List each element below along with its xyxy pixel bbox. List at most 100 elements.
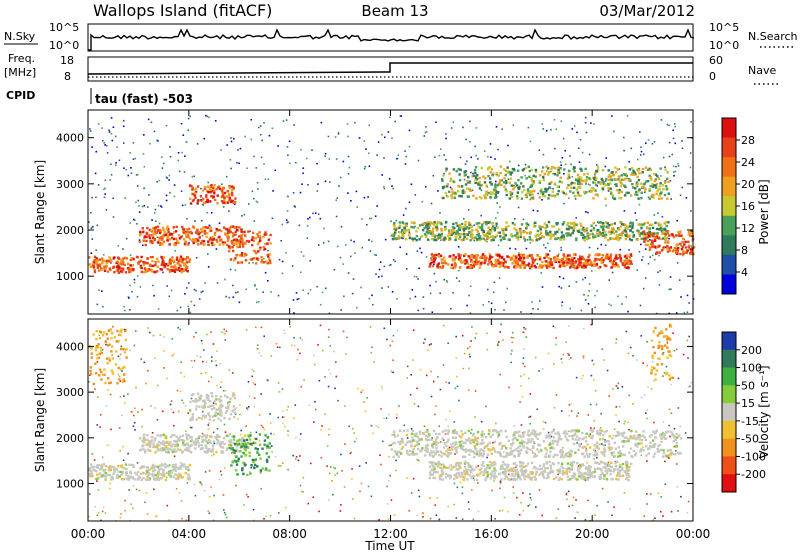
echo-cell — [649, 176, 652, 179]
echo-cell — [177, 437, 180, 440]
echo-cell — [136, 185, 139, 187]
echo-cell — [666, 123, 669, 126]
echo-cell — [541, 286, 544, 288]
echo-cell — [578, 161, 581, 163]
echo-cell — [650, 388, 653, 390]
echo-cell — [156, 465, 159, 468]
echo-cell — [661, 232, 664, 235]
echo-cell — [487, 230, 490, 233]
echo-cell — [257, 241, 261, 244]
echo-cell — [460, 185, 464, 188]
echo-cell — [193, 336, 195, 338]
echo-cell — [180, 361, 183, 363]
echo-cell — [478, 256, 482, 260]
echo-cell — [269, 233, 272, 237]
echo-cell — [500, 228, 504, 231]
echo-cell — [328, 328, 330, 331]
echo-cell — [208, 238, 212, 241]
echo-cell — [157, 467, 160, 470]
echo-cell — [675, 348, 678, 351]
echo-cell — [499, 238, 503, 242]
echo-cell — [670, 383, 673, 386]
echo-cell — [106, 473, 110, 476]
echo-cell — [413, 402, 416, 405]
echo-cell — [643, 182, 647, 185]
echo-cell — [263, 518, 265, 520]
echo-cell — [104, 471, 107, 475]
echo-cell — [602, 230, 605, 233]
echo-cell — [227, 231, 230, 235]
echo-cell — [435, 280, 437, 283]
echo-cell — [339, 256, 342, 259]
echo-cell — [426, 221, 429, 224]
echo-cell — [651, 223, 654, 226]
echo-cell — [677, 162, 679, 165]
echo-cell — [260, 156, 263, 159]
echo-cell — [205, 226, 208, 229]
echo-cell — [516, 191, 519, 194]
echo-cell — [227, 228, 231, 231]
echo-cell — [536, 210, 539, 212]
echo-cell — [658, 188, 661, 191]
echo-cell — [177, 474, 180, 478]
echo-cell — [244, 446, 247, 449]
echo-cell — [554, 195, 557, 198]
echo-cell — [594, 174, 596, 176]
echo-cell — [202, 406, 205, 410]
echo-cell — [194, 190, 198, 194]
echo-cell — [634, 193, 637, 196]
echo-cell — [580, 224, 583, 228]
echo-cell — [653, 245, 656, 248]
echo-cell — [128, 463, 131, 467]
echo-cell — [681, 245, 684, 248]
echo-cell — [246, 441, 250, 445]
echo-cell — [651, 193, 654, 197]
echo-cell — [615, 178, 618, 181]
echo-cell — [218, 187, 221, 190]
echo-cell — [543, 195, 547, 198]
echo-cell — [563, 264, 566, 268]
echo-cell — [109, 258, 112, 261]
echo-cell — [604, 184, 608, 187]
echo-cell — [391, 291, 394, 293]
echo-cell — [560, 181, 564, 184]
echo-cell — [561, 301, 564, 303]
echo-cell — [349, 452, 352, 455]
echo-cell — [437, 262, 441, 265]
echo-cell — [240, 252, 244, 255]
echo-cell — [194, 196, 197, 199]
echo-cell — [650, 195, 653, 198]
echo-cell — [654, 184, 657, 187]
echo-cell — [211, 447, 215, 450]
echo-cell — [335, 361, 337, 363]
echo-cell — [108, 256, 111, 259]
echo-cell — [217, 412, 220, 415]
echo-cell — [149, 256, 152, 259]
echo-cell — [137, 173, 139, 176]
echo-cell — [354, 121, 356, 124]
echo-cell — [665, 188, 669, 191]
echo-cell — [408, 231, 411, 233]
echo-cell — [187, 468, 190, 472]
echo-cell — [250, 138, 253, 141]
echo-cell — [498, 179, 502, 182]
echo-cell — [607, 230, 611, 234]
echo-cell — [656, 175, 659, 178]
echo-cell — [218, 243, 221, 246]
echo-cell — [212, 440, 216, 443]
echo-cell — [170, 471, 173, 475]
echo-cell — [478, 226, 482, 229]
echo-cell — [181, 258, 185, 261]
echo-cell — [104, 144, 106, 146]
echo-cell — [616, 236, 620, 239]
echo-cell — [156, 225, 160, 228]
echo-cell — [392, 359, 394, 361]
echo-cell — [159, 242, 162, 245]
echo-cell — [431, 230, 434, 233]
echo-cell — [557, 189, 560, 193]
echo-cell — [687, 500, 690, 503]
echo-cell — [566, 221, 570, 225]
echo-cell — [571, 264, 574, 268]
echo-cell — [264, 178, 267, 181]
